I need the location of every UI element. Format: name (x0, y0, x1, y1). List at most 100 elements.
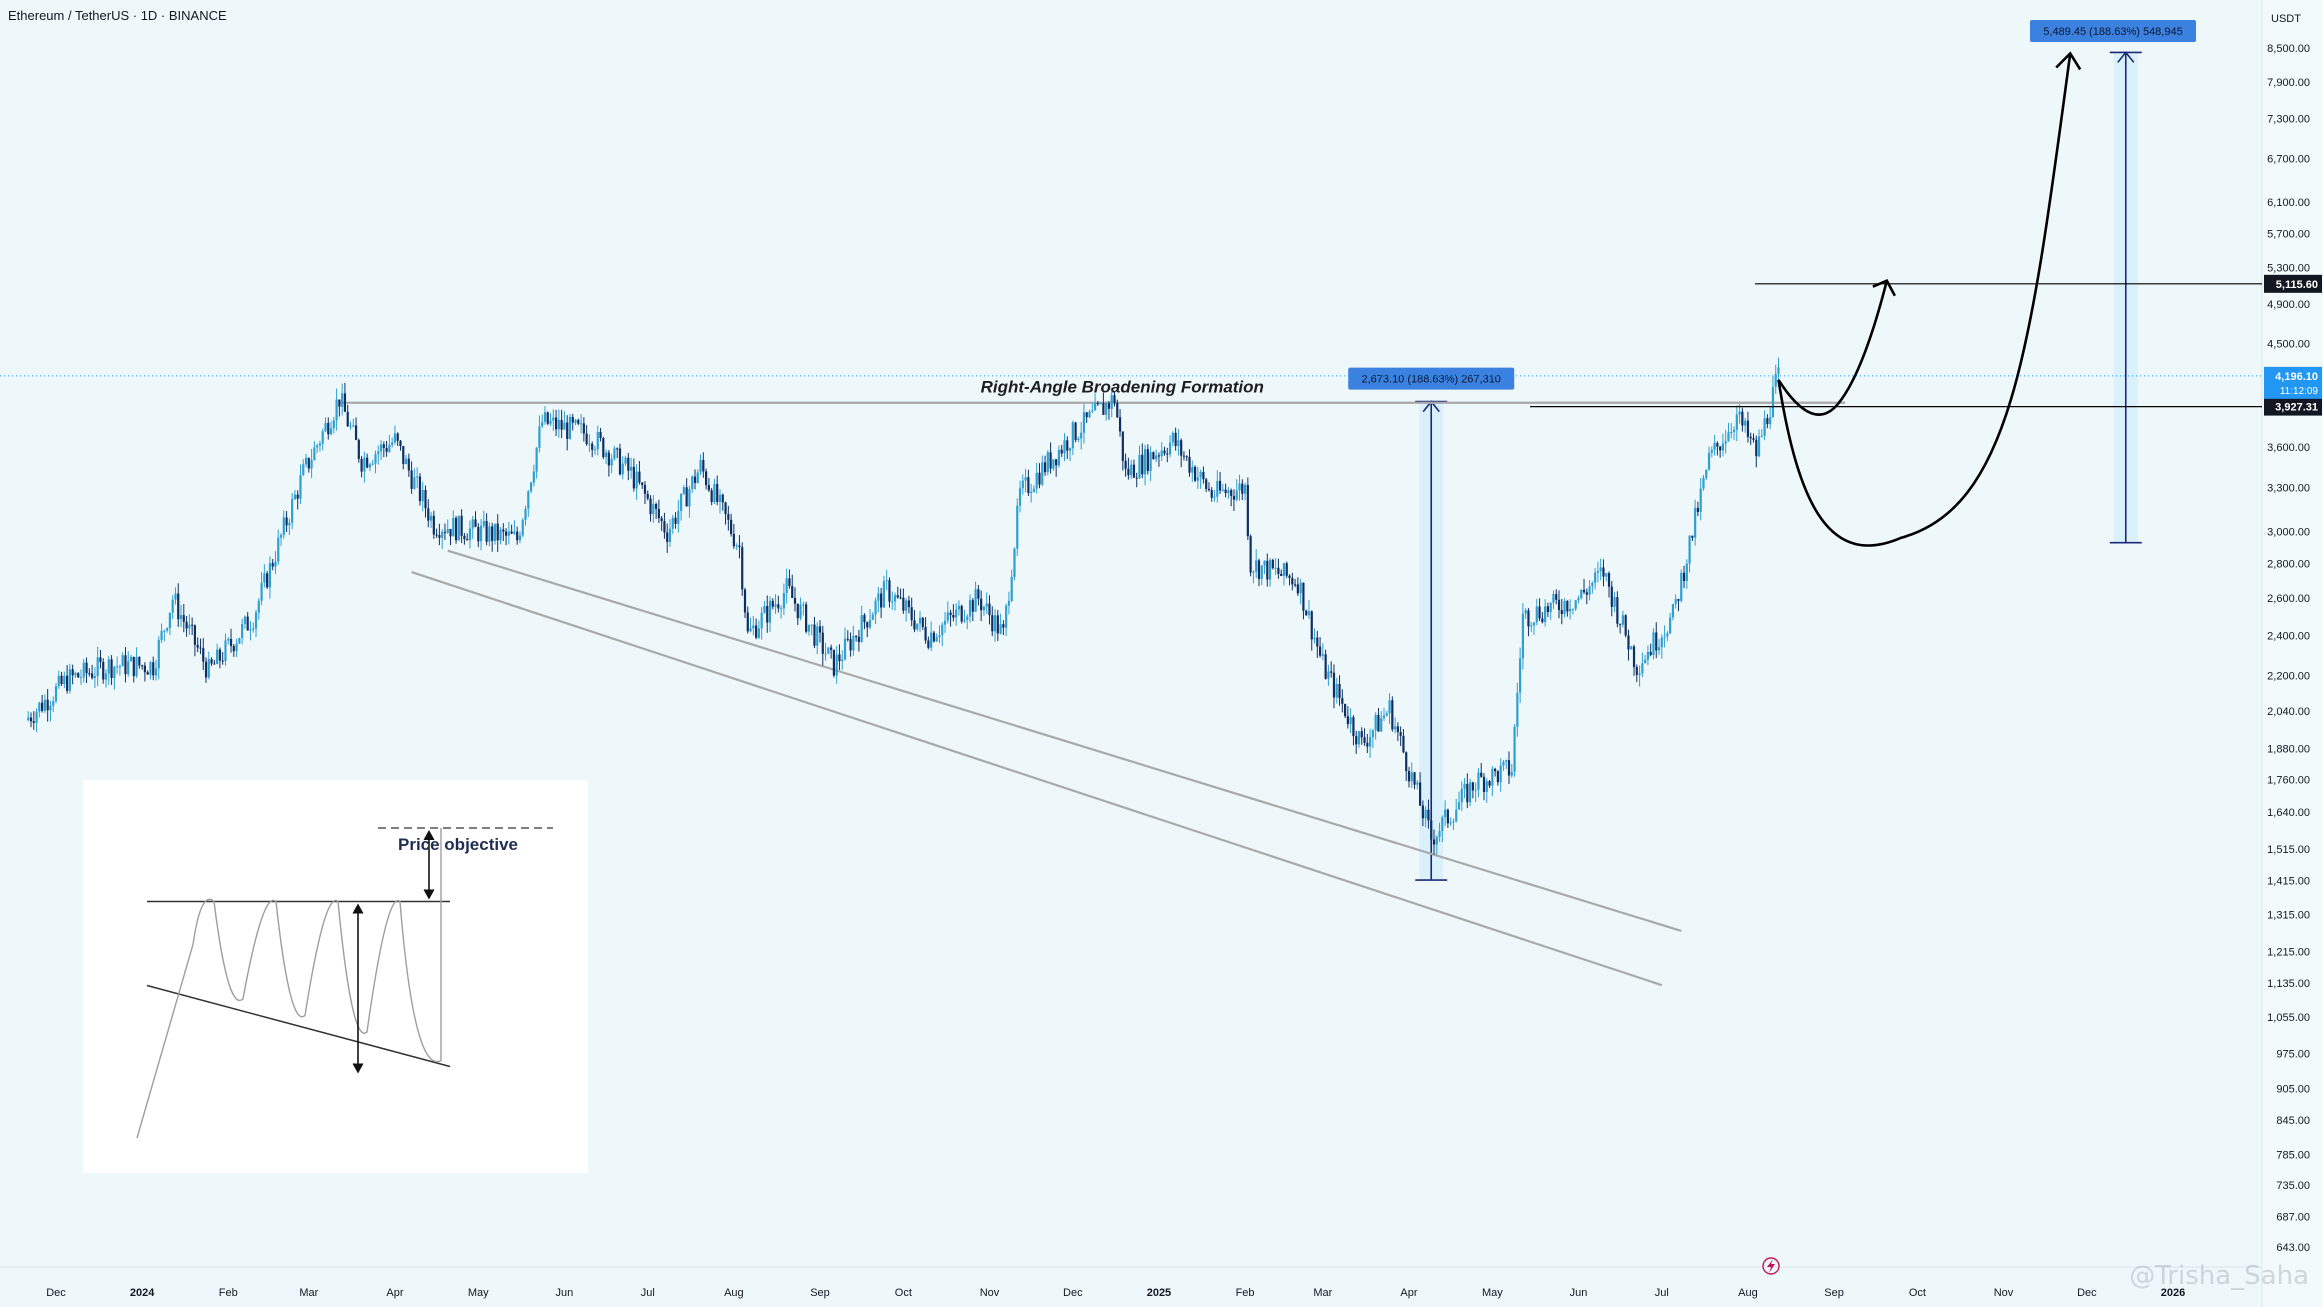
candle-body (291, 499, 294, 523)
candle-body (285, 517, 288, 526)
candle-body (554, 417, 558, 430)
candle-183 (535, 446, 538, 479)
candle-490 (1388, 693, 1391, 724)
candle-70 (221, 652, 224, 665)
candle-body (552, 417, 555, 421)
candle-body (1532, 622, 1536, 626)
candle-body (435, 534, 438, 536)
candle-body (227, 639, 230, 641)
candle-498 (1410, 762, 1413, 788)
candle-62 (199, 638, 202, 655)
candle-body (1332, 672, 1336, 698)
price-tick-24: 1,135.00 (2267, 978, 2310, 990)
candle-body (499, 529, 502, 541)
candle-body (1674, 599, 1677, 605)
candle-body (657, 508, 660, 519)
candle-437 (1241, 479, 1244, 501)
candle-160 (471, 515, 474, 539)
candle-577 (1630, 645, 1633, 650)
candle-body (1013, 548, 1016, 577)
candle-body (249, 629, 252, 631)
candle-body (918, 617, 922, 624)
inset-label: Price objective (398, 835, 518, 854)
candle-305 (874, 597, 877, 624)
candle-body (332, 420, 335, 429)
candle-363 (1035, 462, 1038, 494)
candle-402 (1143, 444, 1147, 486)
candle-256 (738, 535, 741, 559)
candle-body (1041, 462, 1044, 485)
candle-74 (232, 644, 235, 657)
candle-159 (468, 520, 472, 549)
candle-body (1646, 651, 1650, 660)
candle-body (160, 630, 163, 641)
measure-arrow-2 (2117, 51, 2135, 63)
candle-464 (1316, 630, 1319, 658)
candle-body (85, 662, 88, 674)
candle-body (460, 515, 463, 536)
candle-506 (1432, 829, 1436, 855)
candle-287 (824, 642, 827, 661)
candle-39 (135, 647, 138, 678)
candle-body (466, 539, 469, 541)
candle-body (235, 643, 238, 652)
candle-body (1057, 449, 1061, 466)
candle-body (1749, 436, 1752, 439)
candle-body (413, 477, 416, 489)
candle-438 (1243, 482, 1247, 501)
candle-body (760, 612, 763, 629)
candle-body (1769, 417, 1772, 425)
candle-445 (1263, 560, 1266, 574)
candle-197 (574, 418, 577, 426)
candle-537 (1519, 647, 1522, 704)
candle-488 (1382, 707, 1386, 722)
candle-body (221, 660, 224, 662)
candle-body (571, 416, 574, 423)
candle-body (399, 440, 402, 446)
candle-286 (821, 625, 824, 666)
candle-177 (518, 531, 522, 544)
candle-467 (1324, 649, 1327, 680)
candle-body (354, 425, 358, 440)
candle-86 (266, 570, 269, 589)
candle-body (1732, 429, 1736, 432)
candle-566 (1599, 558, 1602, 581)
candle-44 (149, 661, 152, 680)
candle-body (366, 457, 369, 468)
candle-114 (343, 382, 347, 413)
candle-268 (771, 598, 774, 610)
candle-604 (1705, 469, 1708, 481)
candle-body (885, 580, 888, 582)
candle-body (532, 471, 535, 483)
candle-310 (888, 577, 891, 608)
candle-body (1430, 820, 1433, 840)
candle-476 (1349, 708, 1352, 734)
candle-246 (710, 487, 713, 506)
candle-234 (677, 499, 680, 533)
candle-597 (1685, 559, 1688, 589)
candle-90 (277, 529, 280, 565)
candle-body (549, 420, 552, 424)
price-tick-32: 643.00 (2276, 1242, 2310, 1254)
candle-body (1207, 488, 1211, 491)
candle-162 (477, 523, 480, 548)
candle-body (1135, 477, 1138, 479)
candle-139 (413, 468, 416, 490)
candle-592 (1671, 603, 1675, 621)
candle-131 (391, 437, 394, 448)
candle-165 (485, 513, 488, 546)
candle-body (1580, 589, 1583, 599)
lightning-icon-bolt (1767, 1259, 1775, 1273)
candle-body (1093, 403, 1097, 411)
candle-72 (227, 636, 230, 645)
projection-arrow-long (2055, 51, 2082, 71)
candle-body (132, 656, 135, 677)
candle-600 (1694, 499, 1697, 546)
candle-386 (1099, 402, 1102, 405)
candle-241 (696, 469, 699, 484)
candle-238 (688, 485, 691, 518)
candle-body (1466, 783, 1469, 803)
candle-body (252, 628, 255, 630)
price-tick-30: 735.00 (2276, 1180, 2310, 1192)
